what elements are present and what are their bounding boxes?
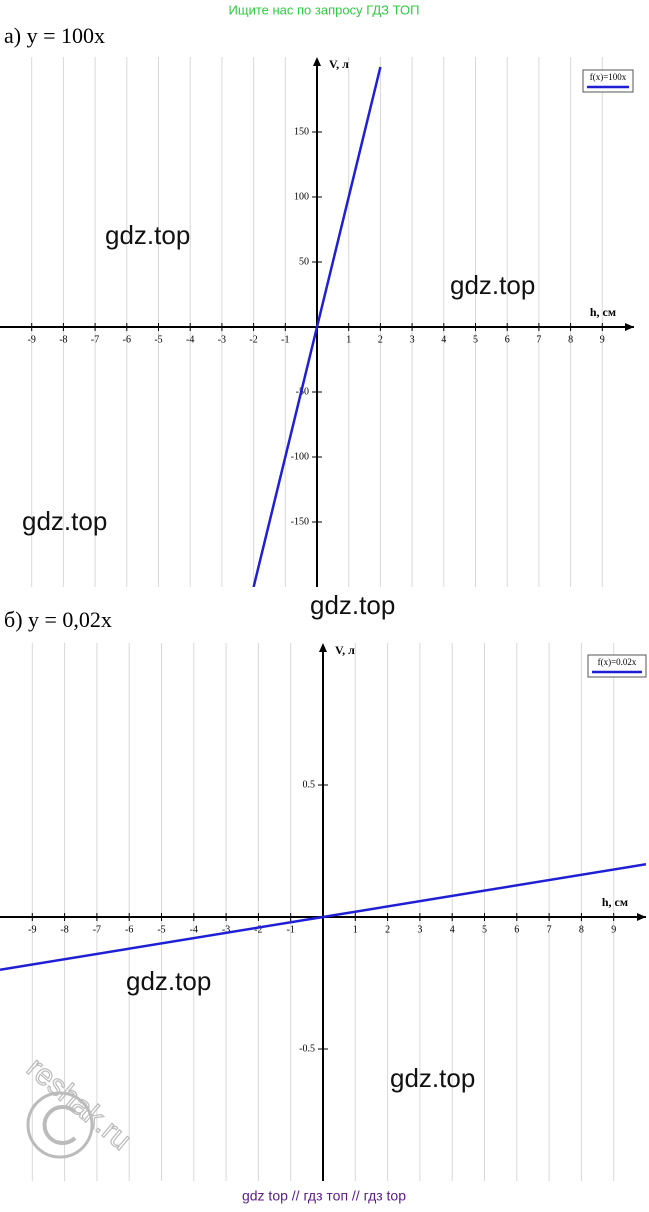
watermark-copyright-c [42,1105,77,1145]
x-tick-label: 3 [410,334,415,345]
line [0,862,646,972]
x-tick-label: 7 [536,334,541,345]
x-tick-label: -6 [123,334,131,345]
watermark: gdz.top [105,220,190,250]
x-tick-label: 6 [505,334,510,345]
x-tick-label: -7 [91,334,99,345]
x-tick-label: -8 [60,924,68,935]
y-tick-label: 0.5 [303,779,316,790]
x-tick-label: -3 [222,924,230,935]
y-tick-label: -150 [291,516,309,527]
x-tick-label: 3 [417,924,422,935]
y-axis-label: V, л [335,643,355,657]
x-tick-label: 4 [441,334,446,345]
x-tick-label: 9 [600,334,605,345]
x-tick-label: -5 [154,334,162,345]
x-tick-label: -9 [28,334,36,345]
x-tick-label: -4 [186,334,194,345]
y-tick-label: 100 [294,191,309,202]
y-tick-label: -0.5 [299,1043,315,1054]
legend-label: f(x)=0.02x [598,657,637,667]
x-tick-label: 2 [378,334,383,345]
x-tick-label: 2 [385,924,390,935]
watermark-reshak: reshak.ru [20,1051,137,1157]
x-tick-label: -7 [93,924,101,935]
x-tick-label: 6 [514,924,519,935]
x-tick-label: 9 [611,924,616,935]
watermark: gdz.top [390,1063,475,1093]
y-axis-arrow [313,57,321,66]
x-tick-label: -1 [287,924,295,935]
x-tick-label: 8 [568,334,573,345]
x-tick-label: -8 [59,334,67,345]
x-tick-label: 1 [346,334,351,345]
y-tick-label: -100 [291,451,309,462]
x-tick-label: 1 [353,924,358,935]
x-tick-label: -3 [218,334,226,345]
watermark: gdz.top [22,506,107,536]
y-tick-label: 150 [294,126,309,137]
x-axis-label: h, см [602,895,628,909]
line [252,66,382,587]
watermark: gdz.top [450,270,535,300]
x-tick-label: -5 [157,924,165,935]
x-axis-arrow [637,913,646,921]
watermark: gdz.top [126,966,211,996]
x-tick-label: -9 [28,924,36,935]
x-tick-label: 5 [482,924,487,935]
watermark-copyright-ring [26,1091,94,1159]
x-tick-label: 4 [450,924,455,935]
watermark: gdz.top [310,590,395,620]
chart-title: а) y = 100x [4,23,105,48]
chart-title: б) y = 0,02x [4,607,112,632]
y-tick-label: 50 [299,256,309,267]
x-tick-label: -2 [249,334,257,345]
x-tick-label: -1 [281,334,289,345]
header: Ищите нас по запросу ГДЗ ТОП [229,2,420,17]
x-axis-label: h, см [590,305,616,319]
x-tick-label: 8 [579,924,584,935]
x-axis-arrow [625,323,634,331]
x-tick-label: -6 [125,924,133,935]
footer: gdz top // гдз топ // гдз top [242,1188,406,1204]
x-tick-label: 5 [473,334,478,345]
x-tick-label: -2 [254,924,262,935]
legend-label: f(x)=100x [590,72,627,82]
y-axis-arrow [319,643,327,652]
x-tick-label: 7 [547,924,552,935]
x-tick-label: -4 [190,924,198,935]
y-axis-label: V, л [329,57,349,71]
